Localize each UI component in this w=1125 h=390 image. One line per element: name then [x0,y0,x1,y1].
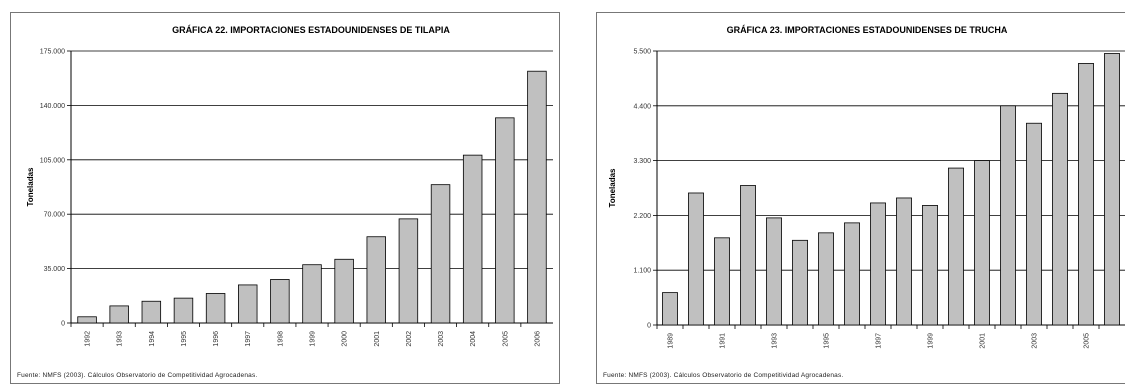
bar-1992 [740,185,756,326]
bar-1997 [238,284,258,324]
bar-2001 [974,160,990,326]
x-tick-label: 1991 [720,333,727,349]
x-tick-label: 2001 [374,331,381,347]
bar-2006 [1104,53,1120,326]
source-note-tilapia: Fuente: NMFS (2003). Cálculos Observator… [17,372,258,379]
x-tick-label: 2003 [1032,333,1039,349]
chart-title: GRÁFICA 23. IMPORTACIONES ESTADOUNIDENSE… [727,25,1008,35]
bar-1993 [766,217,782,326]
x-tick-label: 2001 [980,333,987,349]
bar-1998 [270,279,290,324]
x-tick-label: 2005 [1084,333,1091,349]
source-note-trucha: Fuente: NMFS (2003). Cálculos Observator… [603,372,844,379]
x-tick-label: 1995 [181,331,188,347]
y-tick-label: 5.500 [633,49,651,56]
bar-2004 [1052,92,1068,326]
x-tick-label: 1995 [824,333,831,349]
bar-1999 [922,205,938,326]
x-tick-label: 1997 [876,333,883,349]
bar-2000 [948,167,964,326]
x-tick-label: 2005 [502,331,509,347]
y-tick-label: 1.100 [633,268,651,275]
x-tick-label: 1994 [149,331,156,347]
x-tick-label: 1998 [277,331,284,347]
bar-2002 [398,218,419,324]
x-tick-label: 2003 [438,331,445,347]
x-tick-label: 2006 [534,331,541,347]
bar-1996 [205,293,226,324]
bar-2002 [1000,105,1016,326]
bar-1993 [109,305,129,324]
y-axis-label: Toneladas [26,167,35,207]
bar-1991 [714,237,730,326]
bar-1990 [688,192,704,326]
y-tick-label: 0 [61,321,65,328]
x-tick-label: 1993 [117,331,124,347]
y-tick-label: 175.000 [40,49,65,56]
bar-1995 [818,232,834,326]
bar-1994 [792,239,808,326]
bar-1995 [173,297,194,324]
chart-panel-trucha: GRÁFICA 23. IMPORTACIONES ESTADOUNIDENSE… [596,12,1125,384]
x-tick-label: 1992 [85,331,92,347]
bar-2005 [495,117,515,324]
trucha-chart: GRÁFICA 23. IMPORTACIONES ESTADOUNIDENSE… [608,25,1125,349]
x-tick-label: 1999 [928,333,935,349]
y-tick-label: 3.300 [633,158,651,165]
bar-2006 [527,70,547,324]
bar-2001 [366,236,386,324]
bar-1997 [870,202,886,326]
y-tick-label: 70.000 [44,212,66,219]
y-tick-label: 2.200 [633,213,651,220]
x-tick-label: 2000 [342,331,349,347]
x-tick-label: 1993 [772,333,779,349]
x-tick-label: 2002 [406,331,413,347]
bar-1989 [662,292,678,326]
y-tick-label: 140.000 [40,103,65,110]
x-tick-label: 1999 [310,331,317,347]
chart-title: GRÁFICA 22. IMPORTACIONES ESTADOUNIDENSE… [172,25,450,35]
bar-1998 [896,197,912,326]
y-tick-label: 35.000 [44,266,66,273]
x-tick-label: 2004 [470,331,477,347]
y-tick-label: 4.400 [633,103,651,110]
bar-2003 [430,184,451,324]
bar-1996 [844,222,860,326]
x-tick-label: 1996 [213,331,220,347]
y-tick-label: 105.000 [40,157,65,164]
bar-1994 [141,300,162,324]
x-tick-label: 1997 [245,331,252,347]
bar-2005 [1078,63,1094,326]
bar-1992 [77,316,97,324]
bar-2000 [334,258,354,324]
x-tick-label: 1989 [668,333,675,349]
bar-2003 [1026,122,1042,326]
y-axis-label: Toneladas [608,168,617,208]
tilapia-chart: GRÁFICA 22. IMPORTACIONES ESTADOUNIDENSE… [26,25,553,347]
bar-1999 [302,264,322,324]
chart-panel-tilapia: GRÁFICA 22. IMPORTACIONES ESTADOUNIDENSE… [10,12,560,384]
bar-2004 [462,154,483,324]
y-tick-label: 0 [647,323,651,330]
